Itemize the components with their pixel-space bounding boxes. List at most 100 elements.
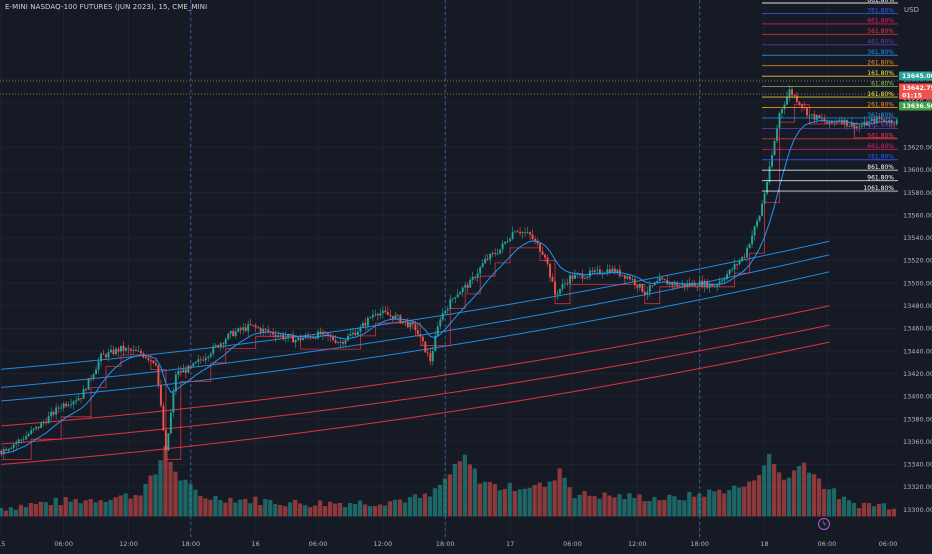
candle-body [137, 350, 140, 352]
lower-price-tag [899, 101, 932, 111]
candle-body [75, 400, 78, 402]
candle-body [574, 274, 576, 279]
candle-body [723, 278, 726, 281]
volume-bar [203, 498, 208, 517]
volume-bar [682, 500, 687, 517]
volume-bar [228, 497, 233, 517]
candle-body [668, 282, 671, 285]
volume-bar [811, 474, 817, 517]
volume-bar [248, 503, 253, 517]
volume-bar [402, 502, 408, 517]
candle-body [830, 121, 833, 123]
currency-label: USD [904, 6, 919, 14]
candle-body [72, 401, 75, 405]
candle-body [806, 107, 808, 116]
candle-body [658, 277, 661, 281]
candle-body [683, 283, 686, 287]
candle-body [783, 104, 786, 110]
volume-bar [78, 503, 83, 517]
fib-level-label: 161.80% [867, 70, 894, 77]
volume-bar [612, 497, 617, 517]
candle-body [359, 326, 362, 332]
candle-body [636, 285, 639, 288]
candle-body [222, 343, 225, 345]
candle-body [219, 343, 222, 348]
candle-body [456, 294, 459, 298]
candle-body [55, 407, 58, 415]
candle-body [479, 267, 482, 274]
candle-body [174, 374, 177, 392]
candle-body [314, 337, 317, 339]
candle-body [187, 365, 190, 373]
candle-body [880, 118, 883, 120]
volume-bar [387, 501, 393, 517]
candle-body [633, 279, 636, 286]
candle-body [149, 360, 152, 361]
volume-bar [562, 477, 567, 517]
volume-bar [627, 493, 632, 517]
volume-bar [637, 494, 642, 517]
lower-price-tag-text: 13636.50 [902, 103, 932, 110]
candle-body [199, 359, 202, 361]
time-axis[interactable]: 15 06:00 12:00 18:00 16 06:00 12:00 18:00 17 06:0… [0, 538, 932, 550]
volume-bar [552, 480, 557, 517]
volume-bar [128, 498, 133, 517]
volume-bar [886, 509, 892, 517]
volume-bar [288, 502, 293, 517]
volume-bar [861, 502, 867, 517]
candle-body [411, 322, 414, 325]
x-tick-label: 18:00 [690, 540, 709, 548]
candle-body [144, 357, 147, 359]
candle-body [294, 339, 297, 343]
volume-bar [692, 496, 697, 517]
symbol-title[interactable]: E-MINI NASDAQ-100 FUTURES (JUN 2023), 15… [5, 3, 208, 11]
candle-body [7, 448, 10, 451]
candle-body [324, 331, 327, 334]
volume-bar [33, 503, 38, 517]
volume-bar [587, 495, 592, 517]
band-line [1, 254, 830, 388]
candle-body [431, 351, 434, 362]
candle-body [15, 442, 18, 445]
price-axis[interactable]: 13680.0013660.0013620.0013600.0013580.00… [898, 0, 932, 550]
volume-bar [517, 489, 522, 517]
candle-body [85, 388, 88, 390]
candle-body [87, 378, 90, 390]
candle-body [524, 232, 527, 233]
volume-bar [891, 508, 897, 517]
candle-body [92, 374, 95, 379]
candle-body [130, 349, 132, 351]
candle-body [192, 363, 195, 367]
candle-body [526, 232, 529, 234]
candle-body [416, 330, 419, 335]
volume-bar [68, 501, 73, 517]
candle-body [132, 349, 135, 351]
y-tick-label: 13420.00 [903, 370, 932, 378]
volume-bar [158, 460, 163, 517]
volume-bar [617, 494, 622, 517]
fib-level-label: 261.80% [867, 101, 894, 108]
candle-body [65, 403, 68, 406]
volume-bar [318, 500, 323, 517]
upper-price-tag [899, 71, 932, 81]
candle-body [820, 117, 823, 120]
candle-body [825, 121, 828, 124]
candle-body [337, 342, 339, 343]
volume-bar [238, 499, 243, 517]
last-price-tag-text: 01:15 [902, 93, 922, 100]
candle-body [127, 348, 130, 350]
candle-body [441, 313, 444, 320]
candle-body [676, 282, 679, 287]
candle-body [601, 273, 604, 275]
x-tick-label: 06:00 [879, 540, 898, 548]
volume-bar [148, 475, 153, 517]
candle-body [82, 388, 85, 399]
lightning-icon[interactable]: ϟ [818, 518, 830, 530]
volume-bar [103, 502, 108, 517]
volume-bar [762, 465, 767, 517]
volume-bar [737, 487, 742, 517]
candle-body [349, 334, 352, 336]
